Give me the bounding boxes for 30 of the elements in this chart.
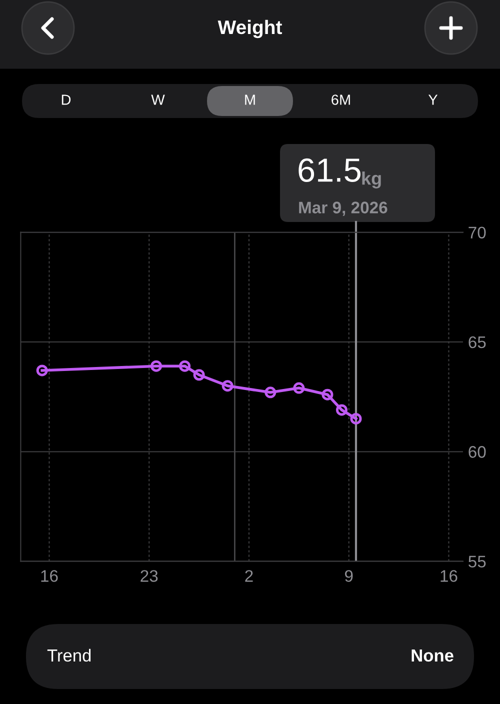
x-tick-label: 16: [440, 570, 458, 582]
y-tick-label: 65: [468, 336, 486, 348]
point: [36, 364, 48, 376]
text: 6M: [332, 94, 350, 105]
chart-title: Weight: [218, 20, 282, 38]
text: kg: [362, 172, 381, 188]
point: [222, 380, 234, 392]
x-tick-label: 16: [41, 570, 58, 582]
point: [293, 382, 305, 394]
x-tick-label: 2: [245, 570, 253, 582]
y-tick-label: 60: [468, 446, 486, 458]
text: M: [245, 94, 255, 105]
point: [179, 360, 191, 372]
x-tick-label: 9: [345, 570, 353, 582]
point: [322, 388, 334, 400]
point: [193, 369, 205, 381]
point: [336, 404, 348, 416]
text: None: [412, 650, 454, 662]
text: W: [151, 94, 165, 105]
text: 61.5: [298, 158, 360, 182]
text: Mar 9, 2026: [299, 202, 388, 216]
point: [150, 360, 162, 372]
text: D: [62, 94, 71, 105]
y-tick-label: 55: [468, 556, 486, 568]
text: Trend: [47, 648, 91, 662]
point: [350, 412, 362, 424]
point: [264, 386, 276, 398]
text: Y: [428, 94, 438, 105]
x-tick-label: 23: [140, 570, 158, 582]
y-tick-label: 70: [468, 226, 486, 239]
